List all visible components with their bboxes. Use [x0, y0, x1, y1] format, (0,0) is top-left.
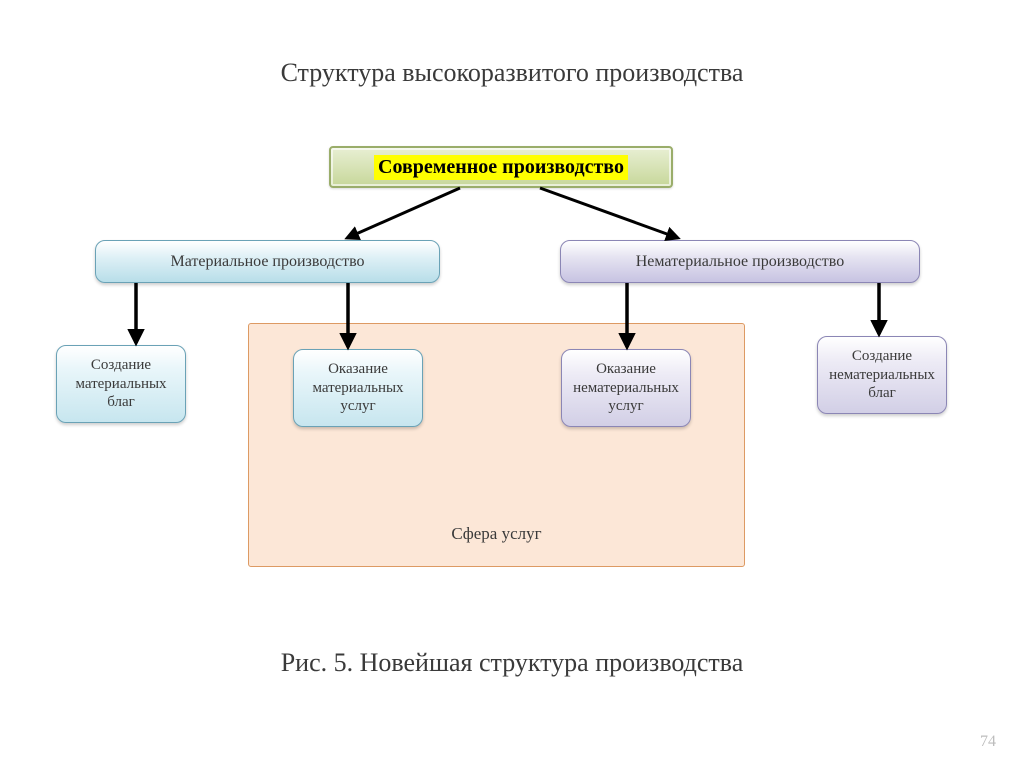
- node-immaterial: Нематериальное производство: [560, 240, 920, 283]
- edge-top-immaterial: [540, 188, 678, 238]
- figure-caption: Рис. 5. Новейшая структура производства: [0, 648, 1024, 678]
- node-services-sphere-label: Сфера услуг: [451, 523, 541, 544]
- node-immat-goods: Создание нематериальных благ: [817, 336, 947, 414]
- node-material: Материальное производство: [95, 240, 440, 283]
- node-top-label: Современное производство: [374, 155, 628, 180]
- page-number: 74: [980, 733, 996, 751]
- node-mat-goods: Создание материальных благ: [56, 345, 186, 423]
- edge-top-material: [347, 188, 460, 238]
- page-title: Структура высокоразвитого производства: [0, 58, 1024, 88]
- node-immat-services: Оказание нематериальных услуг: [561, 349, 691, 427]
- diagram-canvas: Структура высокоразвитого производства С…: [0, 0, 1024, 767]
- node-top: Современное производство: [329, 146, 673, 188]
- node-mat-services: Оказание материальных услуг: [293, 349, 423, 427]
